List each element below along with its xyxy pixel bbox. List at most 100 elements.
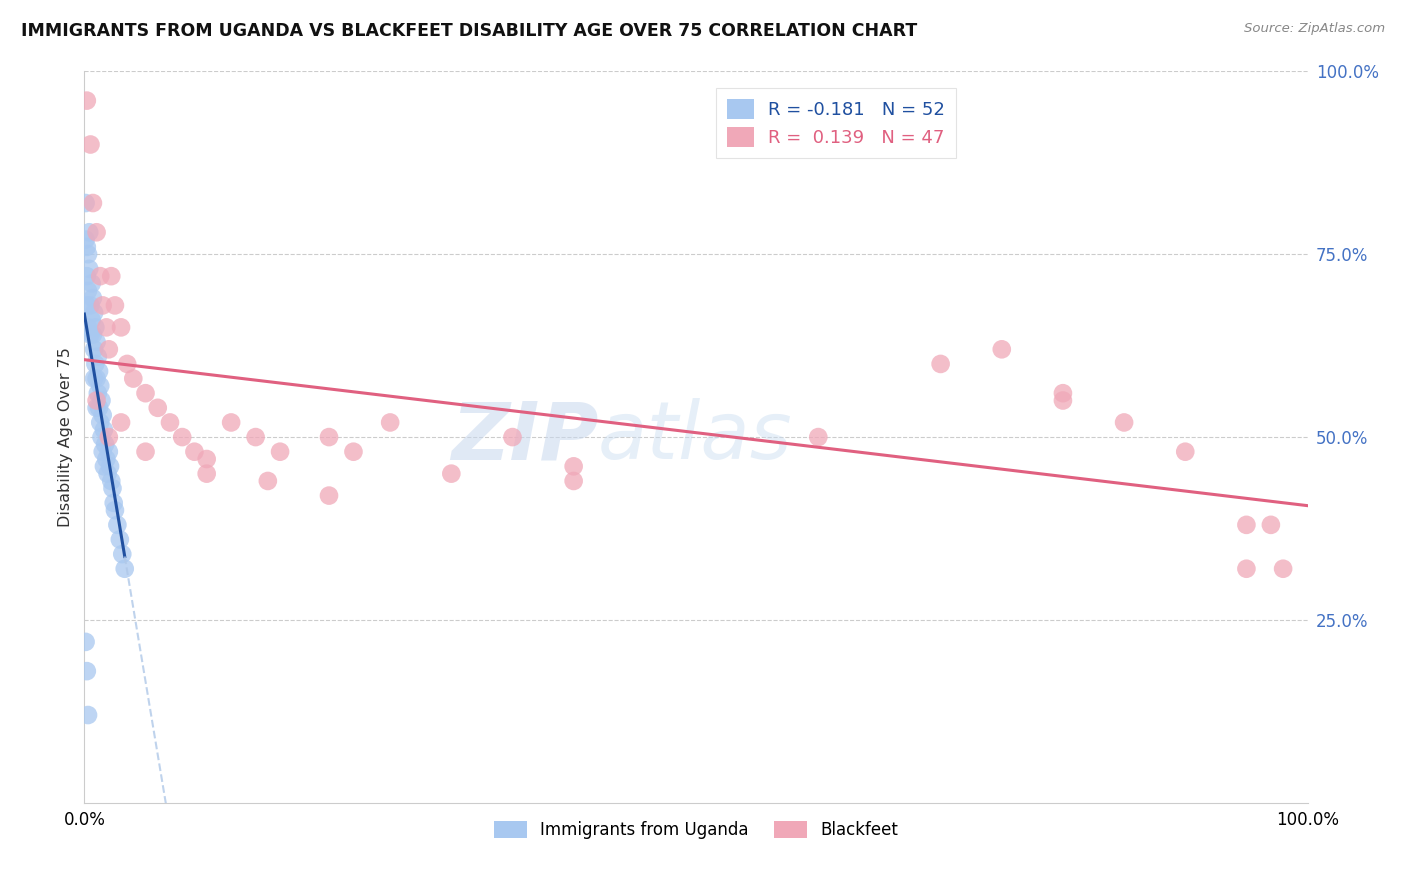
Point [1052,393,1074,408]
Y-axis label: Disability Age Over 75: Disability Age Over 75 [58,347,73,527]
Point [172,430,194,444]
Point [110,416,132,430]
Point [1236,517,1258,532]
Point [93,459,115,474]
Point [91,408,114,422]
Point [84,357,107,371]
Point [77,320,100,334]
Point [110,320,132,334]
Point [115,357,138,371]
Point [97,467,120,481]
Point [245,430,267,444]
Text: Source: ZipAtlas.com: Source: ZipAtlas.com [1244,22,1385,36]
Point [342,444,364,458]
Point [135,386,157,401]
Point [1052,386,1074,401]
Point [87,401,110,415]
Point [135,444,157,458]
Point [1114,416,1136,430]
Point [75,196,97,211]
Legend: Immigrants from Uganda, Blackfeet: Immigrants from Uganda, Blackfeet [486,814,905,846]
Point [89,269,111,284]
Point [77,261,100,276]
Point [76,664,98,678]
Point [84,320,107,334]
Point [100,269,122,284]
Point [87,350,110,364]
Point [80,313,103,327]
Point [97,430,120,444]
Point [77,247,100,261]
Point [98,459,121,474]
Point [79,327,101,342]
Point [86,401,108,415]
Point [94,437,117,451]
Point [101,481,124,495]
Point [86,393,108,408]
Point [76,240,98,254]
Point [807,430,830,444]
Point [318,489,340,503]
Point [104,503,127,517]
Point [96,320,118,334]
Point [111,547,134,561]
Point [183,444,205,458]
Point [91,444,114,458]
Point [83,343,105,357]
Point [79,137,101,152]
Point [562,474,585,488]
Point [76,269,98,284]
Point [1260,517,1282,532]
Point [104,298,127,312]
Point [929,357,952,371]
Point [86,334,108,349]
Point [97,343,120,357]
Point [75,233,97,247]
Point [89,379,111,393]
Point [87,386,110,401]
Point [562,459,585,474]
Point [97,444,120,458]
Point [87,364,110,378]
Point [195,467,218,481]
Text: IMMIGRANTS FROM UGANDA VS BLACKFEET DISABILITY AGE OVER 75 CORRELATION CHART: IMMIGRANTS FROM UGANDA VS BLACKFEET DISA… [21,22,917,40]
Point [77,708,100,723]
Point [83,371,105,385]
Point [108,533,131,547]
Point [82,291,104,305]
Point [76,94,98,108]
Point [86,225,108,239]
Point [89,416,111,430]
Point [502,430,524,444]
Point [77,225,100,239]
Point [269,444,291,458]
Point [90,430,112,444]
Point [103,496,125,510]
Point [122,371,145,385]
Point [76,298,98,312]
Point [257,474,280,488]
Point [96,452,118,467]
Point [159,416,181,430]
Point [86,371,108,385]
Point [1174,444,1197,458]
Point [93,423,115,437]
Text: atlas: atlas [598,398,793,476]
Point [79,298,101,312]
Text: ZIP: ZIP [451,398,598,476]
Point [440,467,463,481]
Point [82,327,104,342]
Point [100,474,122,488]
Point [991,343,1014,357]
Point [77,284,100,298]
Point [219,416,242,430]
Point [195,452,218,467]
Point [82,196,104,211]
Point [380,416,402,430]
Point [80,277,103,291]
Point [318,430,340,444]
Point [1272,562,1295,576]
Point [105,517,128,532]
Point [114,562,136,576]
Point [90,393,112,408]
